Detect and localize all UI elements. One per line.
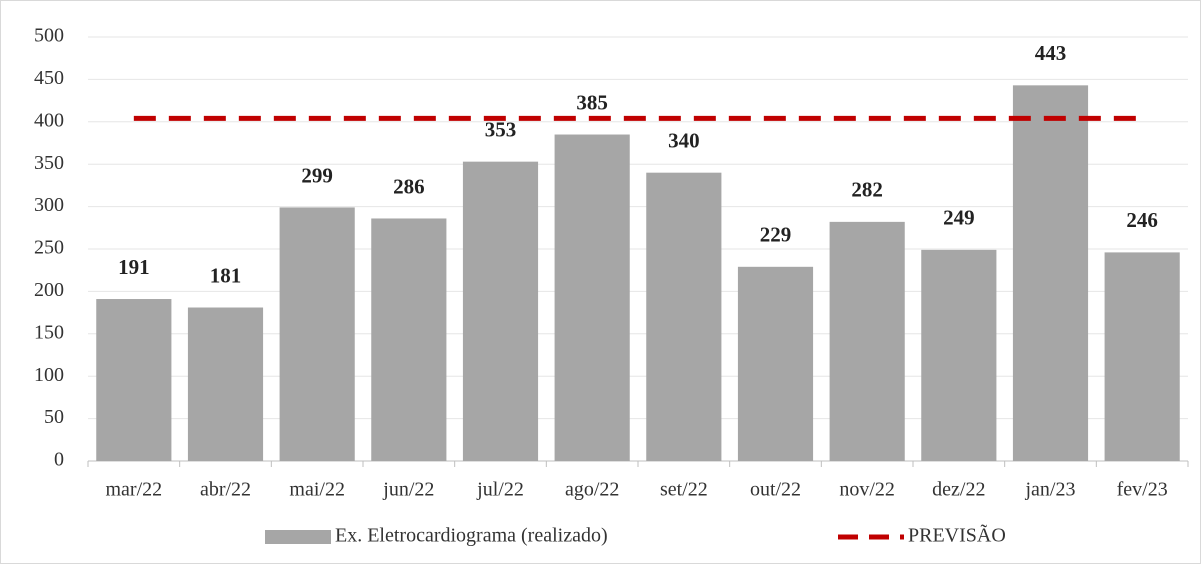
legend-swatch [265,530,331,544]
legend-label: Ex. Eletrocardiograma (realizado) [335,525,608,547]
x-tick-label: jan/23 [1025,479,1076,501]
value-label: 249 [943,206,975,230]
y-tick-label: 350 [34,152,64,174]
x-tick-label: dez/22 [932,479,985,501]
y-tick-label: 450 [34,67,64,89]
value-label: 191 [118,255,150,279]
value-label: 340 [668,128,700,152]
bar [187,307,264,461]
bar [646,172,722,461]
value-label: 181 [210,263,242,287]
x-tick-label: out/22 [750,479,801,501]
legend-label: PREVISÃO [908,523,1006,547]
y-tick-label: 50 [44,406,64,428]
bar [1104,252,1180,461]
bar [371,218,447,461]
value-label: 229 [760,223,792,247]
bar [737,266,814,461]
y-tick-label: 200 [34,279,64,301]
y-tick-label: 400 [34,109,64,131]
x-tick-label: mai/22 [289,479,345,501]
y-tick-label: 100 [34,364,64,386]
x-tick-label: ago/22 [565,479,619,501]
y-tick-label: 300 [34,194,64,216]
x-tick-label: fev/23 [1117,479,1168,501]
value-label: 385 [576,90,608,114]
bar [554,134,630,461]
y-tick-label: 0 [54,449,64,471]
bar [829,221,905,461]
value-label: 299 [301,163,333,187]
bar [921,249,997,461]
x-tick-label: set/22 [660,479,708,501]
x-tick-label: nov/22 [839,479,895,501]
x-tick-label: jun/22 [382,479,434,501]
x-tick-label: abr/22 [200,479,251,501]
bar [96,299,172,461]
y-tick-label: 500 [34,25,64,47]
y-tick-label: 150 [34,321,64,343]
value-label: 246 [1126,208,1158,232]
bar [1012,85,1089,461]
x-tick-label: jul/22 [476,479,524,501]
value-label: 353 [485,117,517,141]
bar [279,207,355,461]
value-label: 282 [851,178,883,202]
y-tick-label: 250 [34,237,64,259]
bar [462,161,539,461]
value-label: 443 [1035,41,1067,65]
value-label: 286 [393,174,425,198]
x-tick-label: mar/22 [106,479,163,501]
